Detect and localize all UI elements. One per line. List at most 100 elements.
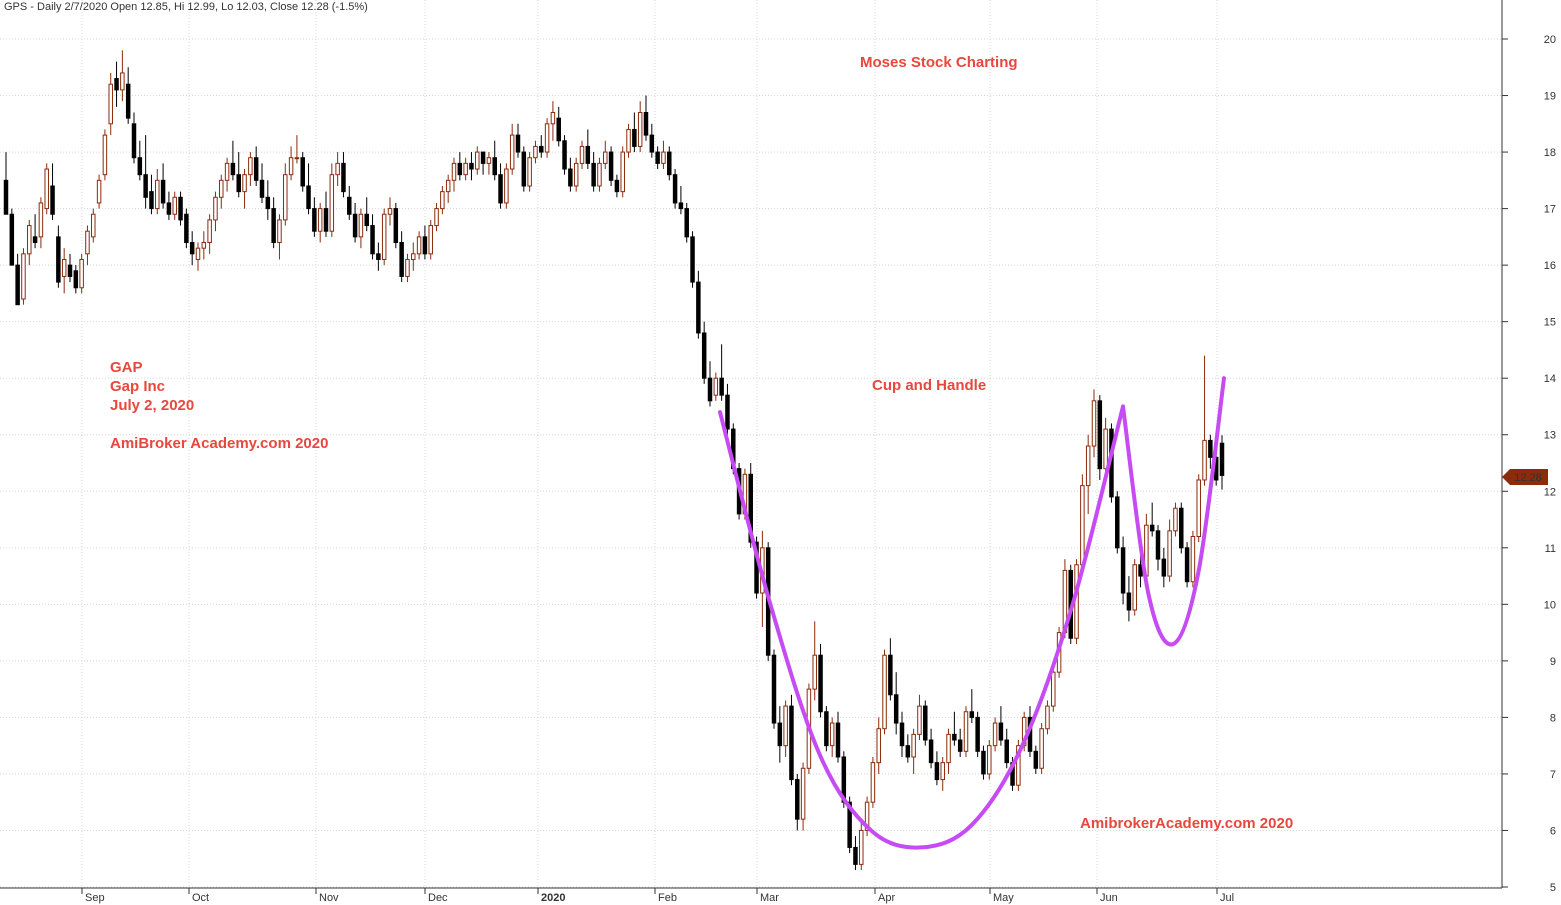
candle <box>32 214 38 249</box>
candle-body-up <box>876 728 881 764</box>
last-price-tag: 12.28 <box>1502 469 1548 485</box>
candle-body-up <box>405 258 410 277</box>
y-tick-label: 5 <box>1550 882 1556 894</box>
candle <box>940 756 945 791</box>
candle-body-up <box>550 111 556 125</box>
candle <box>1196 474 1201 543</box>
candle-body-down <box>370 225 375 255</box>
candle-body-up <box>288 157 294 176</box>
candle <box>399 231 404 283</box>
candle-body-up <box>800 767 806 820</box>
candle-body-down <box>684 208 689 238</box>
candle <box>981 745 986 780</box>
candle-body-down <box>1004 739 1009 764</box>
candle <box>405 253 410 283</box>
candle <box>957 728 963 757</box>
candle-body-down <box>376 253 381 260</box>
candle <box>184 208 189 249</box>
x-tick-label: Jun <box>1100 892 1118 904</box>
candle <box>771 649 777 729</box>
candle <box>998 706 1004 746</box>
candle <box>341 152 346 198</box>
candle <box>469 152 474 181</box>
candle-body-down <box>352 213 358 238</box>
candle <box>131 112 137 164</box>
cup-curve <box>718 404 1125 850</box>
candle <box>573 157 579 192</box>
price-axis: 5 6 7 8 9 10 11 12 13 14 15 16 17 18 19 20 <box>1502 34 1556 894</box>
candle-body-up <box>155 179 160 210</box>
candle-body-down <box>975 716 980 752</box>
candle-body-down <box>835 722 841 758</box>
candle <box>585 129 591 170</box>
candle <box>445 174 451 203</box>
y-tick-label: 9 <box>1550 656 1556 668</box>
candle <box>713 372 719 401</box>
candle-body-up <box>527 157 532 187</box>
candle-body-up <box>626 128 631 153</box>
candle-body-down <box>585 145 591 164</box>
candle <box>1161 547 1167 588</box>
candle-body-down <box>888 654 893 696</box>
candle-body-down <box>1219 442 1225 476</box>
candle-body-down <box>166 202 172 215</box>
time-axis: Sep Oct Nov Dec 2020 Feb Mar Apr May Jun Jul <box>81 888 1234 904</box>
candle-body-down <box>323 208 329 232</box>
candle-body-up <box>1196 479 1201 537</box>
candle <box>515 123 521 158</box>
y-tick-label: 10 <box>1544 599 1556 611</box>
candle-body-down <box>1179 507 1184 549</box>
candle-body-down <box>998 722 1004 741</box>
candle <box>1051 666 1056 712</box>
candle-body-up <box>637 111 643 147</box>
candle <box>1045 700 1050 735</box>
y-tick-label: 13 <box>1544 430 1556 442</box>
candle-body-down <box>498 174 503 204</box>
candle-body-down <box>300 157 305 187</box>
candle-body-up <box>579 145 585 164</box>
candle <box>91 208 96 243</box>
candle-body-up <box>172 196 177 215</box>
candle <box>411 242 416 271</box>
candle-body-up <box>242 174 247 193</box>
y-tick-label: 11 <box>1545 543 1556 555</box>
candle <box>271 197 276 249</box>
y-tick-label: 14 <box>1544 373 1556 385</box>
candle-body-up <box>1091 400 1097 447</box>
candle <box>882 649 887 735</box>
candle-body-up <box>992 722 998 747</box>
candle-body-down <box>853 846 858 865</box>
candle <box>1126 576 1132 622</box>
candle <box>783 700 788 757</box>
candle <box>923 700 928 746</box>
candle <box>434 202 439 232</box>
candle <box>614 174 620 198</box>
candle-body-down <box>492 157 497 176</box>
candle <box>603 140 608 170</box>
candle <box>870 756 876 808</box>
candle-body-down <box>672 174 678 204</box>
candle <box>283 163 288 226</box>
candle-body-down <box>178 196 183 221</box>
candle <box>661 140 666 170</box>
candle <box>195 242 201 271</box>
candle <box>928 728 934 769</box>
candle <box>1039 723 1044 774</box>
candle <box>544 118 550 158</box>
candle-body-up <box>1190 535 1196 583</box>
candle <box>864 796 870 837</box>
candle <box>643 95 649 141</box>
candle-body-up <box>411 253 416 260</box>
candle-body-down <box>795 779 800 820</box>
candle <box>125 67 131 124</box>
candle-body-up <box>207 219 212 244</box>
candle <box>323 191 329 237</box>
candle <box>108 72 113 136</box>
candle <box>189 231 195 266</box>
candle <box>3 152 9 215</box>
candle <box>876 717 881 774</box>
candle-body-down <box>393 208 399 244</box>
candle-body-down <box>690 236 695 283</box>
candle-body-up <box>1045 705 1050 730</box>
candle-body-up <box>1016 745 1021 786</box>
